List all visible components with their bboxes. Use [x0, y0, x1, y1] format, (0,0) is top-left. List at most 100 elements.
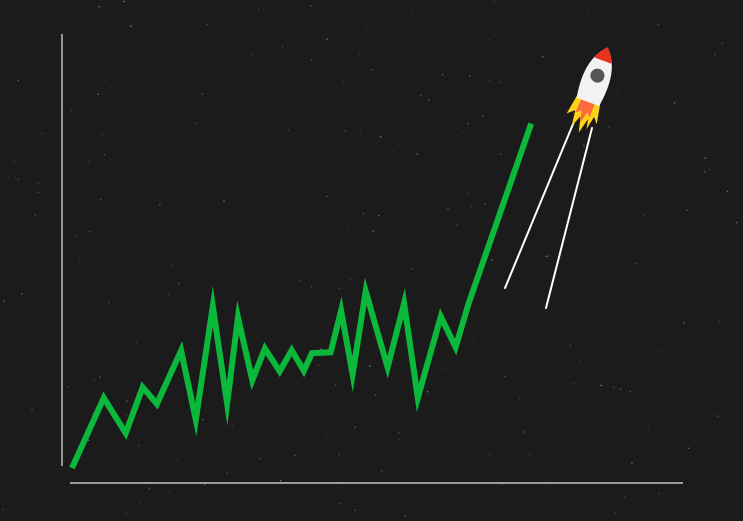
star	[654, 316, 655, 317]
star	[543, 255, 545, 257]
star	[217, 64, 219, 65]
star	[441, 368, 444, 370]
star	[538, 166, 539, 168]
star	[165, 181, 167, 183]
star	[123, 0, 125, 3]
star	[319, 34, 320, 36]
star	[572, 382, 575, 385]
rocket-trails	[504, 111, 593, 309]
star	[138, 445, 140, 447]
star	[380, 470, 383, 473]
star	[675, 392, 676, 393]
star	[460, 51, 461, 53]
star	[496, 1, 498, 2]
star	[527, 350, 529, 352]
star	[467, 122, 469, 125]
star	[334, 384, 336, 386]
star	[616, 92, 618, 94]
star	[52, 115, 54, 116]
star	[108, 302, 110, 304]
star	[683, 321, 685, 324]
star	[608, 125, 611, 128]
star	[362, 213, 364, 215]
star	[487, 39, 490, 41]
star	[173, 127, 175, 129]
star	[583, 144, 585, 147]
star	[98, 376, 101, 378]
star	[490, 452, 492, 454]
star	[485, 3, 487, 5]
star	[243, 265, 244, 267]
star	[37, 182, 39, 184]
rocket-window	[590, 68, 605, 83]
star	[52, 83, 53, 85]
star	[661, 349, 663, 351]
star	[379, 135, 382, 138]
star	[703, 170, 706, 173]
series-line	[69, 122, 535, 470]
star	[441, 73, 444, 76]
star	[712, 267, 714, 269]
star	[392, 491, 393, 492]
star	[500, 153, 502, 155]
rocket-nose	[594, 47, 612, 64]
star	[722, 148, 723, 150]
star	[17, 178, 20, 180]
star	[461, 132, 464, 134]
star	[482, 115, 484, 118]
star	[293, 454, 296, 457]
star	[470, 205, 472, 208]
star	[325, 436, 327, 438]
star	[687, 447, 690, 450]
star	[178, 282, 180, 284]
star	[477, 488, 479, 490]
star	[88, 230, 91, 233]
star	[31, 409, 33, 412]
star	[623, 496, 625, 498]
star	[79, 258, 81, 260]
star	[437, 213, 439, 215]
star	[41, 133, 43, 135]
star	[523, 7, 524, 8]
star	[56, 458, 58, 460]
star	[686, 209, 688, 212]
star	[349, 278, 351, 280]
star	[447, 208, 449, 211]
star	[338, 453, 340, 456]
star	[469, 75, 471, 78]
star	[529, 453, 531, 455]
star	[595, 214, 597, 216]
star	[404, 515, 406, 517]
star	[716, 415, 719, 417]
rocket-trail-1	[545, 127, 593, 309]
star	[371, 68, 373, 71]
star	[630, 15, 632, 17]
star	[310, 5, 312, 7]
star	[100, 116, 102, 118]
star	[493, 1, 495, 3]
star	[643, 215, 646, 217]
star	[544, 485, 546, 486]
star	[183, 251, 185, 252]
star	[718, 321, 720, 323]
star	[348, 229, 350, 231]
star	[258, 9, 260, 10]
star	[148, 274, 150, 276]
star	[353, 341, 355, 343]
star	[328, 285, 330, 287]
star	[472, 340, 474, 342]
star	[504, 375, 506, 378]
star	[488, 454, 489, 456]
star	[640, 296, 642, 298]
star	[333, 449, 335, 451]
star	[343, 81, 345, 83]
star	[434, 229, 436, 231]
star	[498, 81, 500, 83]
star	[7, 176, 10, 179]
star	[148, 487, 151, 489]
star	[723, 92, 725, 93]
star	[260, 182, 262, 183]
star	[406, 171, 407, 173]
star	[359, 53, 361, 55]
